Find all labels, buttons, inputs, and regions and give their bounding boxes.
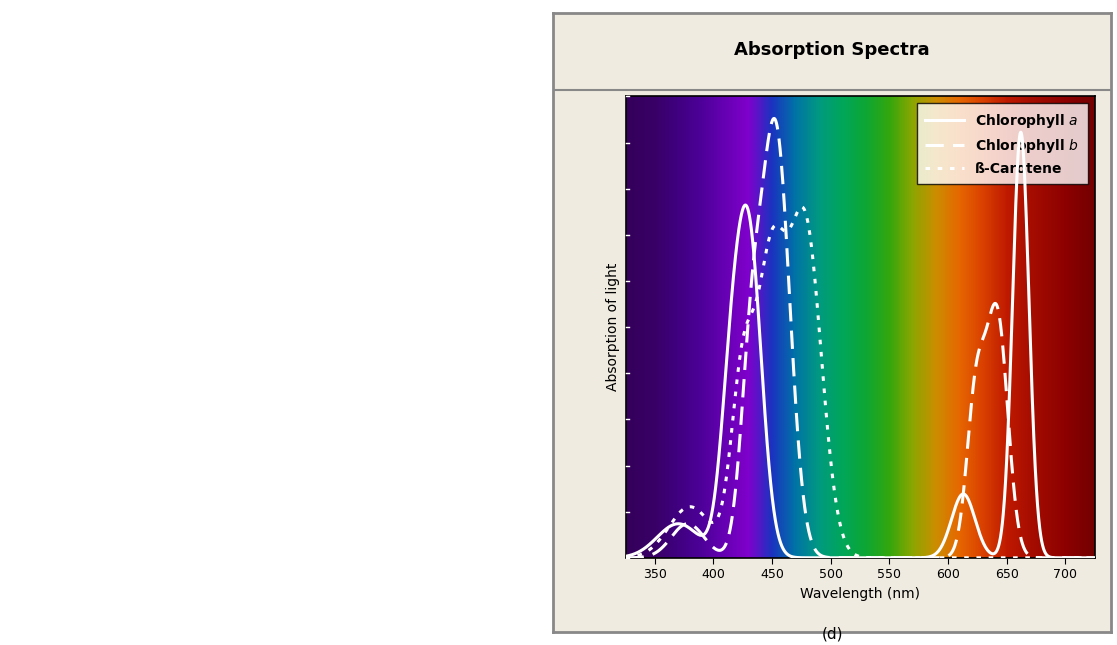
Y-axis label: Absorption of light: Absorption of light [605, 263, 620, 392]
Text: Absorption Spectra: Absorption Spectra [734, 41, 930, 59]
Text: (d): (d) [821, 627, 843, 642]
Legend: Chlorophyll $a$, Chlorophyll $b$, ß-Carotene: Chlorophyll $a$, Chlorophyll $b$, ß-Caro… [917, 103, 1088, 184]
X-axis label: Wavelength (nm): Wavelength (nm) [800, 587, 920, 600]
